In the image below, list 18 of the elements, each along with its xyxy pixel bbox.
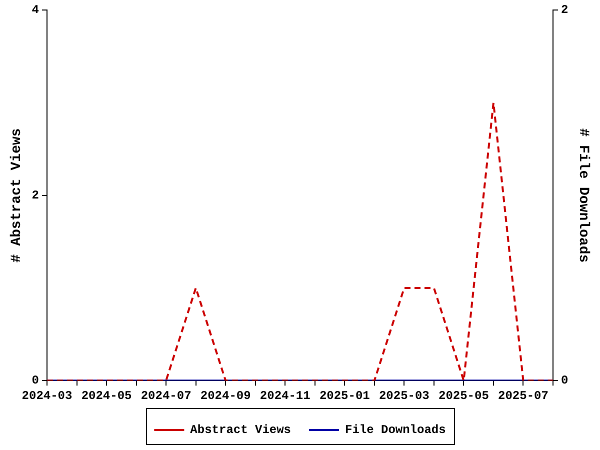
x-tick-label: 2025-07 [498,388,548,403]
y2-tick-label: 2 [561,3,568,18]
x-tick-label: 2024-05 [81,388,132,403]
x-tick-label: 2025-05 [438,388,489,403]
y-tick-label: 0 [32,374,39,388]
x-tick-label: 2025-03 [378,388,430,403]
x-tick-label: 2025-01 [319,388,370,403]
y-tick-label: 2 [32,188,39,202]
legend-label: Abstract Views [190,423,292,438]
x-tick-label: 2024-11 [260,388,310,403]
x-tick-label: 2024-07 [140,388,192,403]
y-tick-label: 4 [32,3,39,18]
y2-axis-title: # File Downloads [575,128,592,263]
x-tick-label: 2024-03 [22,388,72,403]
legend-label: File Downloads [345,423,446,438]
y2-tick-label: 0 [561,374,568,388]
y-axis-title: # Abstract Views [8,128,25,263]
x-tick-label: 2024-09 [200,388,251,403]
